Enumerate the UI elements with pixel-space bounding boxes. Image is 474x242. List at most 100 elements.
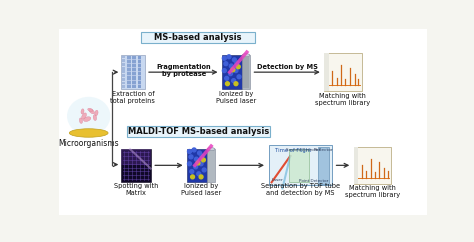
Bar — [222, 55, 242, 89]
Bar — [318, 147, 329, 184]
Circle shape — [200, 154, 204, 158]
Circle shape — [192, 148, 196, 152]
Circle shape — [190, 170, 194, 174]
Bar — [132, 59, 136, 60]
Circle shape — [231, 68, 235, 72]
Text: Ionized by
Pulsed laser: Ionized by Pulsed laser — [216, 91, 256, 104]
Circle shape — [222, 56, 226, 60]
Circle shape — [228, 72, 232, 76]
Bar — [122, 58, 125, 59]
Circle shape — [234, 82, 238, 86]
Bar — [132, 56, 136, 88]
Circle shape — [222, 69, 226, 73]
Bar — [127, 63, 130, 64]
Bar — [137, 84, 141, 85]
Circle shape — [232, 58, 237, 62]
Ellipse shape — [79, 118, 82, 123]
Bar — [122, 56, 125, 88]
Bar — [289, 149, 309, 182]
Bar — [122, 66, 125, 67]
Bar — [121, 55, 145, 89]
Text: Reflector: Reflector — [314, 148, 333, 152]
Bar — [137, 56, 141, 88]
Bar — [127, 56, 130, 88]
Circle shape — [198, 151, 201, 155]
Circle shape — [237, 65, 240, 69]
Bar — [127, 59, 130, 60]
Bar — [354, 147, 391, 184]
Circle shape — [191, 175, 194, 179]
Circle shape — [237, 75, 241, 79]
Bar — [137, 67, 141, 68]
Bar — [122, 84, 125, 85]
Text: Matching with
spectrum library: Matching with spectrum library — [345, 185, 400, 198]
Bar — [137, 80, 141, 81]
Bar — [324, 53, 329, 91]
Ellipse shape — [67, 97, 110, 135]
Bar — [137, 71, 141, 72]
Text: MALDI-TOF MS-based analysis: MALDI-TOF MS-based analysis — [128, 127, 269, 136]
Circle shape — [224, 62, 228, 66]
Text: Spotting with
Matrix: Spotting with Matrix — [114, 183, 158, 196]
Text: MS-based analysis: MS-based analysis — [154, 33, 242, 42]
Bar — [132, 71, 136, 72]
Ellipse shape — [95, 110, 98, 116]
Bar — [187, 149, 207, 182]
Ellipse shape — [242, 54, 250, 57]
Bar — [127, 67, 130, 68]
Ellipse shape — [93, 115, 97, 121]
Bar — [137, 59, 141, 60]
Bar — [268, 145, 332, 185]
Text: Second Detector: Second Detector — [286, 148, 320, 152]
Circle shape — [194, 165, 198, 169]
Bar — [137, 63, 141, 64]
Bar — [324, 53, 362, 91]
Ellipse shape — [88, 108, 93, 112]
Bar — [132, 63, 136, 64]
Bar — [127, 71, 130, 72]
Ellipse shape — [89, 109, 94, 114]
Bar — [122, 62, 125, 63]
Circle shape — [226, 82, 229, 86]
Circle shape — [229, 64, 233, 68]
Bar — [121, 149, 151, 165]
Circle shape — [227, 55, 231, 59]
Circle shape — [188, 150, 191, 153]
Bar — [127, 84, 130, 85]
Bar — [242, 55, 250, 89]
Circle shape — [189, 155, 193, 159]
Circle shape — [188, 162, 191, 166]
Circle shape — [194, 157, 198, 161]
Bar — [122, 73, 125, 74]
Bar — [121, 149, 151, 182]
Bar — [141, 32, 255, 43]
Circle shape — [234, 69, 238, 73]
Ellipse shape — [82, 113, 86, 119]
Bar — [127, 126, 270, 137]
Bar — [132, 67, 136, 68]
Bar — [122, 69, 125, 70]
Text: Separation by TOF tube
and detection by MS: Separation by TOF tube and detection by … — [261, 183, 340, 196]
Text: Time of Flight: Time of Flight — [274, 148, 311, 153]
Text: Matching with
spectrum library: Matching with spectrum library — [315, 93, 371, 106]
Text: Detection by MS: Detection by MS — [257, 64, 319, 70]
Bar — [132, 80, 136, 81]
Ellipse shape — [69, 129, 108, 137]
Circle shape — [202, 168, 206, 172]
Circle shape — [225, 76, 228, 80]
Circle shape — [197, 172, 201, 176]
Bar — [207, 149, 215, 182]
Circle shape — [235, 61, 239, 65]
Ellipse shape — [207, 148, 215, 151]
Text: Microorganisms: Microorganisms — [58, 139, 119, 148]
Circle shape — [232, 79, 236, 83]
Bar — [122, 81, 125, 82]
Bar — [127, 80, 130, 81]
Text: Laser: Laser — [272, 178, 283, 182]
Bar — [122, 77, 125, 78]
Text: Fragmentation
by protease: Fragmentation by protease — [157, 64, 211, 77]
Circle shape — [201, 158, 205, 162]
Bar — [354, 147, 358, 184]
Text: Extraction of
total proteins: Extraction of total proteins — [110, 91, 155, 104]
Circle shape — [199, 162, 203, 166]
